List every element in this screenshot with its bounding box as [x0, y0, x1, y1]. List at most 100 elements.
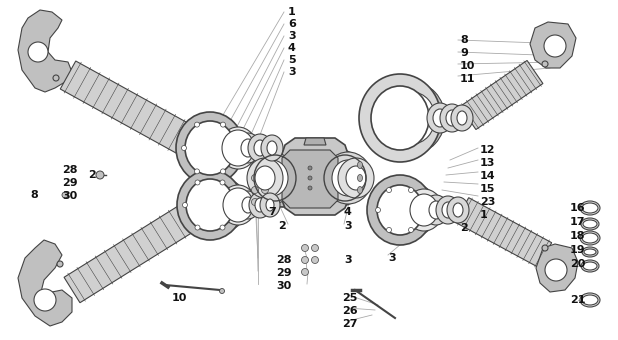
Ellipse shape: [377, 185, 423, 235]
Text: 9: 9: [460, 48, 468, 58]
Ellipse shape: [96, 171, 104, 179]
Ellipse shape: [582, 203, 598, 213]
Ellipse shape: [427, 103, 453, 133]
Ellipse shape: [308, 166, 312, 170]
Ellipse shape: [338, 158, 374, 198]
Ellipse shape: [195, 180, 200, 185]
Text: 30: 30: [62, 191, 77, 201]
Ellipse shape: [420, 207, 425, 212]
Text: 6: 6: [288, 19, 296, 29]
Text: 15: 15: [480, 184, 496, 194]
Ellipse shape: [302, 269, 308, 275]
Text: 21: 21: [570, 295, 585, 305]
Ellipse shape: [221, 169, 226, 174]
Ellipse shape: [423, 195, 449, 225]
Text: 19: 19: [570, 245, 586, 255]
Ellipse shape: [405, 189, 443, 231]
Ellipse shape: [580, 293, 600, 307]
Ellipse shape: [359, 74, 441, 162]
Ellipse shape: [453, 203, 463, 217]
Ellipse shape: [195, 122, 200, 127]
Ellipse shape: [267, 141, 277, 155]
Ellipse shape: [446, 110, 458, 126]
Ellipse shape: [371, 86, 429, 150]
Ellipse shape: [28, 42, 48, 62]
Ellipse shape: [582, 233, 598, 243]
Ellipse shape: [386, 188, 391, 192]
Polygon shape: [282, 150, 338, 208]
Ellipse shape: [256, 160, 288, 196]
Polygon shape: [460, 61, 543, 130]
Ellipse shape: [254, 140, 266, 156]
Ellipse shape: [387, 183, 437, 237]
Ellipse shape: [195, 169, 200, 174]
Ellipse shape: [311, 256, 318, 264]
Ellipse shape: [249, 192, 271, 218]
Ellipse shape: [205, 186, 239, 224]
Ellipse shape: [379, 82, 445, 154]
Ellipse shape: [220, 225, 225, 230]
Ellipse shape: [451, 105, 473, 131]
Ellipse shape: [57, 261, 63, 267]
Text: 3: 3: [288, 31, 295, 41]
Ellipse shape: [182, 203, 187, 207]
Ellipse shape: [318, 157, 356, 199]
Ellipse shape: [395, 191, 429, 229]
Ellipse shape: [357, 174, 363, 182]
Ellipse shape: [581, 218, 599, 230]
Text: 28: 28: [62, 165, 77, 175]
Ellipse shape: [261, 187, 268, 193]
Ellipse shape: [252, 187, 258, 193]
Ellipse shape: [583, 220, 597, 228]
Ellipse shape: [357, 187, 363, 193]
Text: 3: 3: [288, 67, 295, 77]
Ellipse shape: [580, 231, 600, 245]
Text: 30: 30: [276, 281, 291, 291]
Ellipse shape: [197, 178, 247, 232]
Text: 2: 2: [88, 170, 96, 180]
Ellipse shape: [53, 75, 59, 81]
Text: 20: 20: [570, 259, 585, 269]
Text: 28: 28: [276, 255, 292, 265]
Polygon shape: [61, 61, 208, 162]
Text: 5: 5: [288, 55, 295, 65]
Ellipse shape: [408, 188, 413, 192]
Ellipse shape: [302, 244, 308, 252]
Ellipse shape: [234, 146, 239, 151]
Ellipse shape: [581, 260, 599, 272]
Ellipse shape: [542, 245, 548, 251]
Text: 3: 3: [344, 221, 352, 231]
Ellipse shape: [332, 160, 364, 196]
Ellipse shape: [542, 61, 548, 67]
Ellipse shape: [346, 166, 366, 190]
Ellipse shape: [177, 170, 243, 240]
Text: 3: 3: [344, 255, 352, 265]
Polygon shape: [536, 244, 578, 292]
Ellipse shape: [310, 149, 364, 207]
Ellipse shape: [247, 158, 283, 198]
Ellipse shape: [386, 227, 391, 233]
Ellipse shape: [62, 192, 68, 198]
Text: 12: 12: [480, 145, 496, 155]
Ellipse shape: [367, 175, 433, 245]
Text: 29: 29: [62, 178, 78, 188]
Ellipse shape: [261, 174, 268, 182]
Ellipse shape: [311, 244, 318, 252]
Text: 7: 7: [268, 207, 276, 217]
Text: 17: 17: [570, 217, 585, 227]
Text: 16: 16: [570, 203, 586, 213]
Text: 11: 11: [460, 74, 475, 84]
Ellipse shape: [583, 262, 597, 270]
Text: 23: 23: [480, 197, 496, 207]
Text: 10: 10: [460, 61, 475, 71]
Ellipse shape: [264, 157, 302, 199]
Polygon shape: [64, 197, 208, 303]
Ellipse shape: [410, 194, 438, 226]
Polygon shape: [280, 138, 350, 215]
Ellipse shape: [34, 289, 56, 311]
Ellipse shape: [582, 247, 598, 257]
Ellipse shape: [219, 127, 257, 169]
Ellipse shape: [324, 152, 372, 204]
Ellipse shape: [544, 35, 566, 57]
Text: 8: 8: [460, 35, 468, 45]
